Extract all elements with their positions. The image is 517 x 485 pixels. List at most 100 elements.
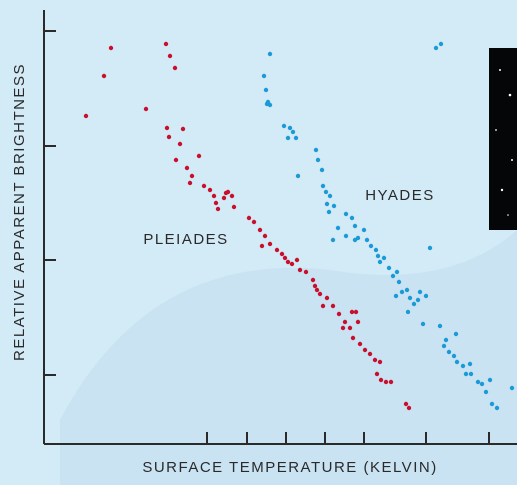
star-point (399, 289, 405, 295)
star-point (259, 243, 265, 249)
star-point (213, 200, 219, 206)
star-point (303, 269, 309, 275)
star-point (393, 293, 399, 299)
star-point (108, 45, 114, 51)
star-point (215, 206, 221, 212)
star-point (364, 237, 370, 243)
star-point (279, 251, 285, 257)
star-point (246, 215, 252, 221)
star-point (295, 173, 301, 179)
star-point (475, 379, 481, 385)
star-point (163, 41, 169, 47)
star-point (443, 337, 449, 343)
star-point (396, 279, 402, 285)
star-point (331, 203, 337, 209)
star-point (355, 319, 361, 325)
star-image (489, 48, 517, 230)
star-point (406, 405, 412, 411)
star-point (229, 193, 235, 199)
star-point (324, 295, 330, 301)
star-image-stars (495, 69, 513, 216)
star-point (378, 377, 384, 383)
star-point (327, 193, 333, 199)
star-point (340, 325, 346, 331)
star-point (173, 157, 179, 163)
star-point (509, 385, 515, 391)
star-point (343, 233, 349, 239)
star-point (172, 65, 178, 71)
star-point (388, 379, 394, 385)
star-point (352, 237, 358, 243)
star-point (451, 353, 457, 359)
star-point (310, 277, 316, 283)
star-point (347, 325, 353, 331)
star-point (330, 303, 336, 309)
star-point (267, 51, 273, 57)
star-point (221, 195, 227, 201)
star-point (415, 297, 421, 303)
star-point (405, 309, 411, 315)
star-point (489, 401, 495, 407)
star-point (386, 265, 392, 271)
star-point (184, 165, 190, 171)
star-point (372, 357, 378, 363)
star-point (343, 211, 349, 217)
star-point (320, 183, 326, 189)
star-point (282, 255, 288, 261)
star-point (427, 245, 433, 251)
star-point (381, 255, 387, 261)
star-point (420, 321, 426, 327)
star-point (373, 247, 379, 253)
star-point (411, 301, 417, 307)
star-point (374, 371, 380, 377)
star-point (368, 243, 374, 249)
cluster-label: HYADES (365, 187, 435, 204)
star-point (357, 341, 363, 347)
star-point (417, 289, 423, 295)
star-point (479, 381, 485, 387)
star-point (494, 405, 500, 411)
star-point (323, 189, 329, 195)
star-point (293, 135, 299, 141)
star-point (231, 204, 237, 210)
star-point (315, 157, 321, 163)
star-point (211, 193, 217, 199)
star-point (487, 377, 493, 383)
star-point (290, 129, 296, 135)
star-point (189, 173, 195, 179)
star-point (453, 331, 459, 337)
star-point (377, 259, 383, 265)
star-point (335, 225, 341, 231)
star-point (324, 201, 330, 207)
star-point (433, 45, 439, 51)
star-point (342, 319, 348, 325)
star-point (312, 283, 318, 289)
star-point (207, 187, 213, 193)
star-point (326, 209, 332, 215)
star-point (352, 223, 358, 229)
y-axis-label: RELATIVE APPARENT BRIGHTNESS (11, 63, 28, 361)
star-point (367, 351, 373, 357)
star-point (251, 219, 257, 225)
star-point (446, 349, 452, 355)
star-point (404, 287, 410, 293)
star-point (166, 134, 172, 140)
star-point (267, 241, 273, 247)
star-point (297, 267, 303, 273)
star-point (467, 361, 473, 367)
star-point (383, 379, 389, 385)
star-point (196, 153, 202, 159)
star-point (223, 190, 229, 196)
star-point (390, 273, 396, 279)
star-point (463, 371, 469, 377)
star-point (264, 101, 270, 107)
star-point (362, 347, 368, 353)
star-point (361, 227, 367, 233)
star-point (285, 135, 291, 141)
star-point (320, 303, 326, 309)
star-point (317, 291, 323, 297)
star-point (423, 293, 429, 299)
star-point (349, 215, 355, 221)
star-point (468, 371, 474, 377)
star-point (349, 309, 355, 315)
